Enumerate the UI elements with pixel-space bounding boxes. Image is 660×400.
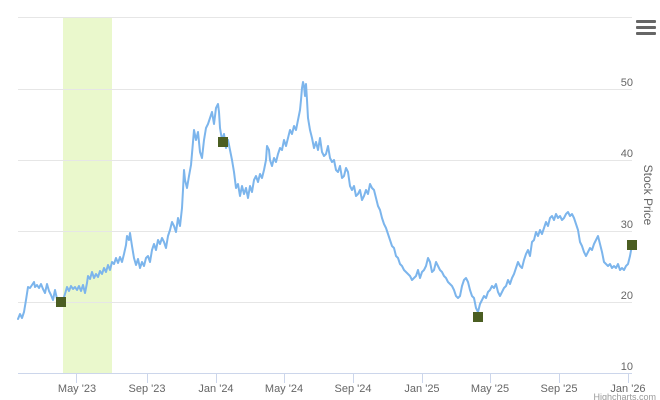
x-label: May '23 bbox=[58, 383, 96, 395]
gridlines bbox=[18, 17, 632, 303]
marker[interactable] bbox=[218, 137, 228, 147]
y-label: 20 bbox=[621, 290, 633, 302]
y-axis-title: Stock Price bbox=[641, 165, 655, 226]
signal-markers bbox=[56, 137, 637, 322]
x-axis-labels: May '23 Sep '23 Jan '24 May '24 Sep '24 … bbox=[58, 383, 646, 395]
y-label: 10 bbox=[621, 361, 633, 373]
menu-icon-bar bbox=[636, 32, 656, 35]
x-label: Jan '26 bbox=[610, 383, 645, 395]
x-label: Sep '23 bbox=[129, 383, 166, 395]
menu-icon-bar bbox=[636, 26, 656, 29]
credits-link[interactable]: Highcharts.com bbox=[593, 392, 656, 400]
menu-icon-bar bbox=[636, 20, 656, 23]
y-label: 50 bbox=[621, 77, 633, 89]
marker[interactable] bbox=[56, 297, 66, 307]
x-label: Jan '24 bbox=[198, 383, 233, 395]
x-label: May '24 bbox=[265, 383, 303, 395]
marker[interactable] bbox=[473, 312, 483, 322]
hamburger-menu-button[interactable] bbox=[636, 20, 656, 38]
y-axis-labels: 50 40 30 20 10 bbox=[621, 77, 633, 373]
marker[interactable] bbox=[627, 240, 637, 250]
highlight-band bbox=[63, 17, 112, 373]
x-ticks bbox=[76, 373, 629, 383]
x-label: Jan '25 bbox=[404, 383, 439, 395]
x-label: Sep '24 bbox=[335, 383, 372, 395]
y-label: 40 bbox=[621, 148, 633, 160]
x-label: Sep '25 bbox=[541, 383, 578, 395]
y-label: 30 bbox=[621, 219, 633, 231]
price-line bbox=[17, 81, 633, 320]
x-label: May '25 bbox=[471, 383, 509, 395]
